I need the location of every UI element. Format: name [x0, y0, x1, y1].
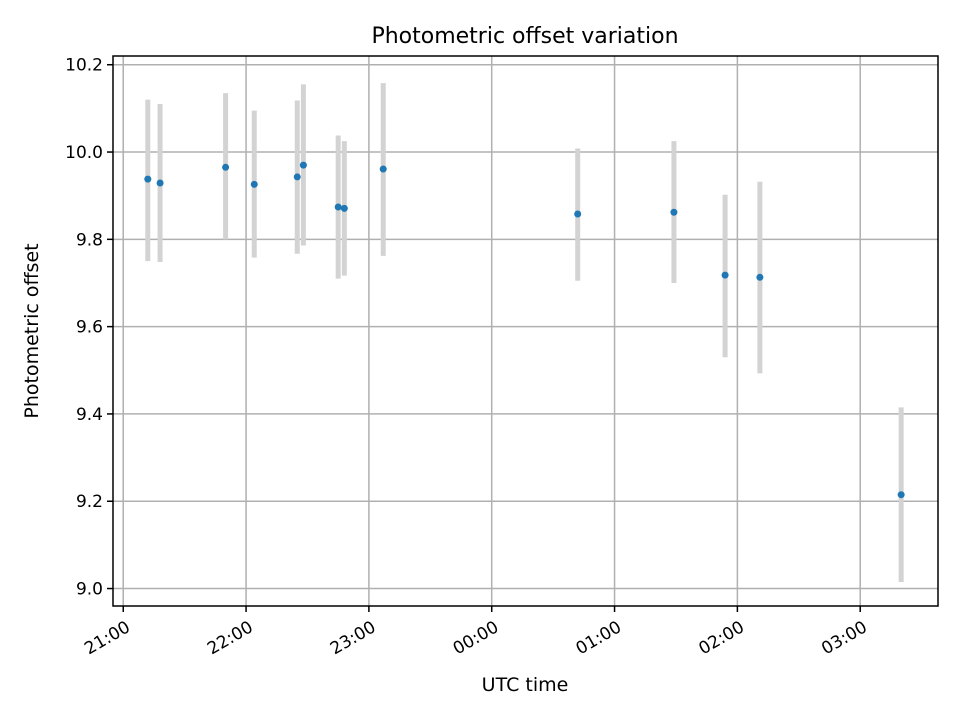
y-tick-label: 9.2: [76, 492, 103, 512]
y-tick-label: 9.0: [76, 580, 103, 600]
data-point: [574, 210, 582, 218]
plot-frame: [112, 55, 939, 607]
y-axis-label: Photometric offset: [21, 243, 43, 418]
y-tick-label: 9.8: [76, 230, 103, 250]
data-point: [721, 271, 729, 279]
grid-layer: [113, 56, 938, 606]
x-tick-label: 03:00: [818, 617, 870, 659]
data-point: [670, 208, 678, 216]
y-tick-label: 10.0: [65, 143, 103, 163]
data-point: [379, 165, 387, 173]
data-point: [156, 179, 164, 187]
data-point: [340, 204, 348, 212]
x-tick-label: 22:00: [204, 617, 256, 659]
x-tick-label: 23:00: [327, 617, 379, 659]
x-tick-label: 02:00: [695, 617, 747, 659]
data-points: [144, 161, 905, 499]
x-axis-label: UTC time: [482, 674, 569, 696]
x-tick-label: 01:00: [573, 617, 625, 659]
data-point: [756, 273, 764, 281]
x-tick-label: 00:00: [450, 617, 502, 659]
data-point: [250, 180, 258, 188]
ticks: 21:00 22:00 23:00 00:00 01:00 02:00 03:00 9.0 9.…: [65, 56, 871, 659]
data-point: [222, 163, 230, 171]
y-tick-label: 9.4: [76, 405, 103, 425]
y-tick-label: 9.6: [76, 318, 103, 338]
y-tick-label: 10.2: [65, 56, 103, 76]
data-point: [897, 491, 905, 499]
chart-title: Photometric offset variation: [371, 24, 678, 49]
data-point: [144, 175, 152, 183]
x-tick-label: 21:00: [81, 617, 133, 659]
data-point: [334, 203, 342, 211]
error-bars: [145, 83, 904, 582]
data-point: [299, 161, 307, 169]
data-point: [293, 173, 301, 181]
